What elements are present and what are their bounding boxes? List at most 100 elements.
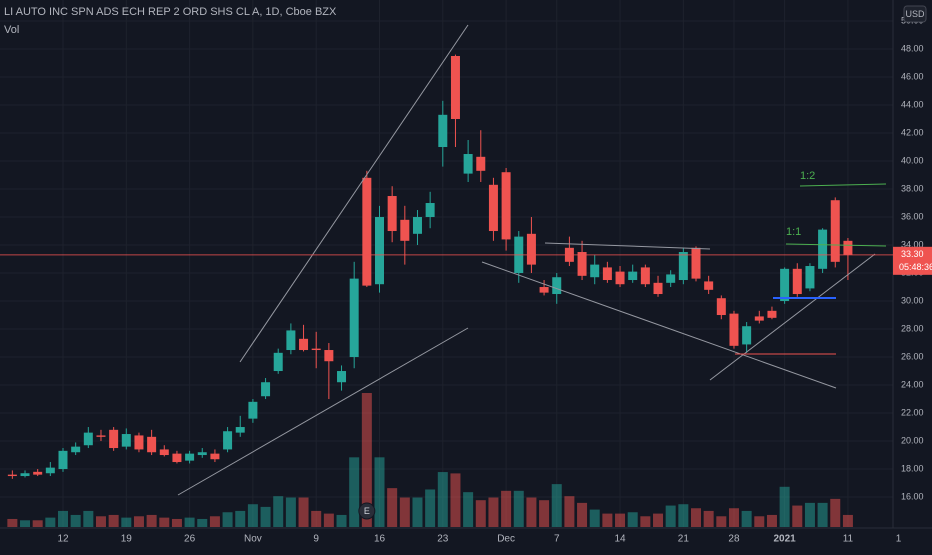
volume-bar [32, 520, 43, 527]
volume-bar [133, 516, 144, 527]
volume-bar [830, 498, 841, 527]
candle-body [7, 474, 17, 477]
x-tick-label: 1 [896, 534, 902, 545]
y-tick-label: 26.00 [901, 351, 924, 361]
x-tick-label: 9 [313, 534, 319, 545]
x-tick-label: 14 [614, 534, 626, 545]
candle-body [792, 268, 802, 295]
volume-bar [260, 506, 271, 527]
candles [7, 54, 853, 479]
volume-bar [349, 457, 360, 527]
candle-body [109, 429, 119, 449]
volume-bar [399, 497, 410, 527]
candle-body [488, 184, 498, 232]
event-label: E [364, 506, 370, 516]
candle-body [526, 233, 536, 265]
candle-body [552, 277, 562, 295]
candle-body [362, 177, 372, 286]
candle-body [767, 310, 777, 318]
volume-bar [247, 504, 258, 527]
candle-body [704, 281, 714, 290]
trend-line [481, 261, 837, 389]
candle-body [45, 467, 55, 474]
candle-body [83, 432, 93, 446]
candle-body [615, 271, 625, 285]
candle-body [134, 435, 144, 450]
y-tick-label: 24.00 [901, 379, 924, 389]
volume-bar [437, 472, 448, 527]
x-tick-label: 23 [437, 534, 449, 545]
volume-bar [70, 514, 81, 527]
candle-body [539, 287, 549, 293]
candle-body [71, 446, 81, 453]
y-tick-label: 46.00 [901, 71, 924, 81]
candle-body [337, 371, 347, 383]
x-tick-label: 26 [184, 534, 196, 545]
volume-bar [425, 489, 436, 527]
volume-bar [235, 510, 246, 527]
candle-body [590, 264, 600, 278]
volume-bar [361, 393, 372, 527]
x-tick-label: 12 [57, 534, 69, 545]
candle-body [235, 427, 245, 433]
volume-bar [842, 514, 853, 527]
volume-bar [817, 502, 828, 527]
volume-bar [450, 473, 461, 527]
volume-bar [311, 510, 322, 527]
volume-bar [678, 504, 689, 527]
y-tick-label: 42.00 [901, 127, 924, 137]
candle-body [324, 350, 334, 362]
trend-line [709, 253, 876, 381]
trend-line [544, 242, 711, 250]
candle-body [273, 352, 283, 372]
volume-bar [387, 488, 398, 527]
volume-bar [653, 513, 664, 527]
y-tick-label: 40.00 [901, 155, 924, 165]
y-tick-label: 16.00 [901, 491, 924, 501]
volume-bar [108, 514, 119, 527]
volume-bar [298, 497, 309, 527]
volume-bar [146, 514, 157, 527]
trend-line [239, 24, 469, 363]
volume-bar [716, 516, 727, 527]
candle-body [96, 435, 106, 437]
volume-bar [475, 500, 486, 527]
currency-button[interactable] [903, 5, 927, 23]
y-tick-label: 44.00 [901, 99, 924, 109]
candle-body [121, 434, 131, 447]
candle-body [147, 436, 157, 453]
volume-bar [526, 497, 537, 527]
candle-body [438, 114, 448, 148]
volume-bar [589, 509, 600, 527]
volume-bar [779, 486, 790, 527]
price-scale [893, 0, 932, 550]
candle-body [653, 282, 663, 295]
volume-bar [171, 518, 182, 527]
last-price-tag [893, 246, 932, 275]
y-tick-label: 36.00 [901, 211, 924, 221]
candle-body [640, 267, 650, 285]
candle-body [463, 154, 473, 174]
candle-body [830, 200, 840, 262]
candle-body [805, 266, 815, 289]
candle-body [400, 219, 410, 241]
volume-bar [184, 517, 195, 527]
x-tick-label: 16 [374, 534, 386, 545]
volume-bar [488, 497, 499, 527]
currency-label[interactable]: USD [905, 9, 925, 19]
candle-body [691, 247, 701, 279]
candle-body [33, 471, 43, 475]
event-marker [358, 502, 376, 520]
volume-bar [20, 520, 31, 527]
candle-body [450, 56, 460, 120]
volume-bar [627, 512, 638, 527]
candle-body [159, 449, 169, 456]
y-tick-label: 38.00 [901, 183, 924, 193]
volume-bar [7, 518, 18, 527]
candle-body [20, 473, 30, 477]
drawings [177, 24, 887, 496]
x-tick-label: 7 [554, 534, 560, 545]
annotation: 1:2 [800, 170, 815, 182]
x-tick-label: 11 [843, 534, 854, 545]
